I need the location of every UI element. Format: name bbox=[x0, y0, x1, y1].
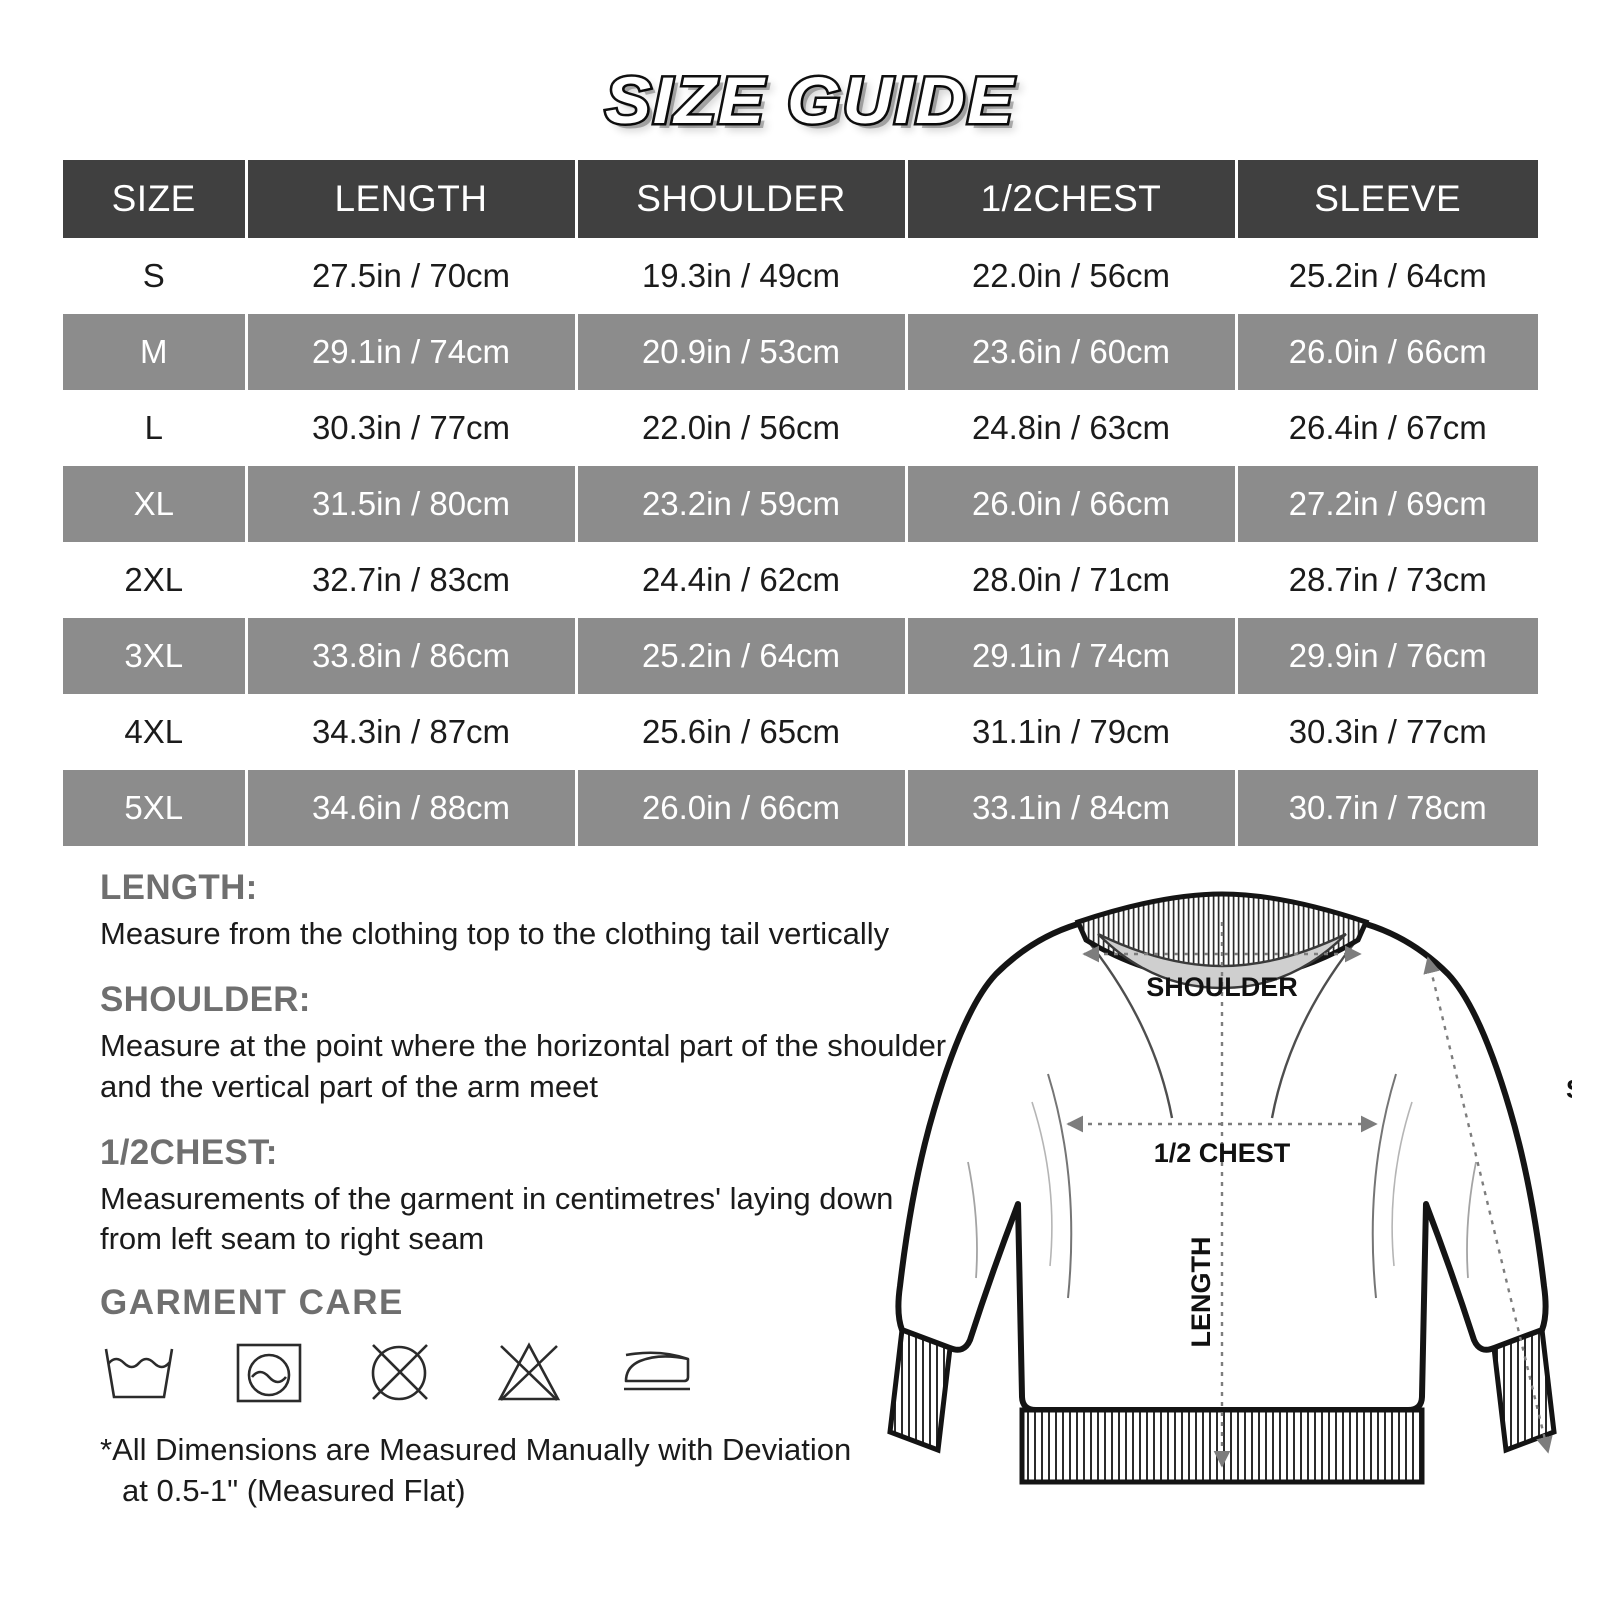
cell-length: 31.5in / 80cm bbox=[246, 466, 578, 542]
cell-size: S bbox=[63, 238, 248, 314]
cell-shoulder: 25.6in / 65cm bbox=[576, 694, 908, 770]
table-row: 4XL 34.3in / 87cm 25.6in / 65cm 31.1in /… bbox=[63, 694, 1538, 770]
table-header-row: SIZE LENGTH SHOULDER 1/2CHEST SLEEVE bbox=[63, 160, 1538, 238]
sleeve-dimension-line bbox=[1423, 956, 1553, 1454]
cell-shoulder: 24.4in / 62cm bbox=[576, 542, 908, 618]
cell-chest: 31.1in / 79cm bbox=[906, 694, 1238, 770]
instruction-body-shoulder: Measure at the point where the horizonta… bbox=[100, 1028, 947, 1104]
cell-size: L bbox=[63, 390, 248, 466]
instruction-body-length: Measure from the clothing top to the clo… bbox=[100, 916, 890, 951]
cell-size: M bbox=[63, 314, 248, 390]
column-header-chest: 1/2CHEST bbox=[906, 160, 1238, 238]
cell-sleeve: 29.9in / 76cm bbox=[1236, 618, 1538, 694]
table-row: S 27.5in / 70cm 19.3in / 49cm 22.0in / 5… bbox=[63, 238, 1538, 314]
garment-care-icon-row bbox=[100, 1337, 960, 1405]
instruction-heading-shoulder: SHOULDER: bbox=[100, 980, 311, 1020]
chest-label: 1/2 CHEST bbox=[1154, 1138, 1291, 1168]
cell-sleeve: 26.0in / 66cm bbox=[1236, 314, 1538, 390]
cell-chest: 26.0in / 66cm bbox=[906, 466, 1238, 542]
measurement-disclaimer: *All Dimensions are Measured Manually wi… bbox=[100, 1430, 980, 1512]
cell-chest: 24.8in / 63cm bbox=[906, 390, 1238, 466]
dimension-lines bbox=[1066, 922, 1553, 1468]
table-row: 5XL 34.6in / 88cm 26.0in / 66cm 33.1in /… bbox=[63, 770, 1538, 846]
cell-length: 34.6in / 88cm bbox=[246, 770, 578, 846]
page-title: SIZE GUIDE bbox=[602, 61, 1015, 140]
cell-length: 33.8in / 86cm bbox=[246, 618, 578, 694]
cell-chest: 28.0in / 71cm bbox=[906, 542, 1238, 618]
cell-length: 27.5in / 70cm bbox=[246, 238, 578, 314]
length-label: LENGTH bbox=[1186, 1237, 1216, 1348]
shoulder-label: SHOULDER bbox=[1146, 972, 1298, 1002]
cell-shoulder: 26.0in / 66cm bbox=[576, 770, 908, 846]
title-banner: SIZE GUIDE bbox=[0, 61, 1620, 140]
cell-shoulder: 23.2in / 59cm bbox=[576, 466, 908, 542]
table-row: 3XL 33.8in / 86cm 25.2in / 64cm 29.1in /… bbox=[63, 618, 1538, 694]
cell-sleeve: 30.3in / 77cm bbox=[1236, 694, 1538, 770]
cell-chest: 22.0in / 56cm bbox=[906, 238, 1238, 314]
cell-sleeve: 27.2in / 69cm bbox=[1236, 466, 1538, 542]
disclaimer-line-1: *All Dimensions are Measured Manually wi… bbox=[100, 1432, 852, 1467]
size-chart-table: SIZE LENGTH SHOULDER 1/2CHEST SLEEVE S 2… bbox=[63, 160, 1538, 846]
measurement-instructions: LENGTH: Measure from the clothing top to… bbox=[100, 868, 960, 1405]
cell-sleeve: 28.7in / 73cm bbox=[1236, 542, 1538, 618]
do-not-dry-clean-icon bbox=[497, 1342, 561, 1402]
instruction-body-chest: Measurements of the garment in centimetr… bbox=[100, 1180, 894, 1257]
column-header-length: LENGTH bbox=[246, 160, 578, 238]
cuff-ribbing-right bbox=[1491, 1326, 1557, 1454]
cell-length: 34.3in / 87cm bbox=[246, 694, 578, 770]
sleeve-label: SLEEVE bbox=[1566, 1074, 1572, 1104]
instruction-heading-chest: 1/2CHEST: bbox=[100, 1132, 278, 1172]
cuff-ribbing-left bbox=[887, 1326, 953, 1454]
table-row: XL 31.5in / 80cm 23.2in / 59cm 26.0in / … bbox=[63, 466, 1538, 542]
cell-chest: 29.1in / 74cm bbox=[906, 618, 1238, 694]
hand-wash-tub-icon bbox=[104, 1349, 174, 1399]
cell-sleeve: 25.2in / 64cm bbox=[1236, 238, 1538, 314]
cell-size: XL bbox=[63, 466, 248, 542]
sweatshirt-illustration: SHOULDER 1/2 CHEST LENGTH SLEEVE bbox=[887, 891, 1572, 1485]
cell-length: 32.7in / 83cm bbox=[246, 542, 578, 618]
cell-shoulder: 25.2in / 64cm bbox=[576, 618, 908, 694]
column-header-sleeve: SLEEVE bbox=[1236, 160, 1538, 238]
cell-sleeve: 26.4in / 67cm bbox=[1236, 390, 1538, 466]
cell-size: 3XL bbox=[63, 618, 248, 694]
cell-size: 4XL bbox=[63, 694, 248, 770]
cell-size: 5XL bbox=[63, 770, 248, 846]
cell-shoulder: 22.0in / 56cm bbox=[576, 390, 908, 466]
do-not-bleach-icon bbox=[371, 1344, 428, 1401]
table-row: L 30.3in / 77cm 22.0in / 56cm 24.8in / 6… bbox=[63, 390, 1538, 466]
cell-shoulder: 20.9in / 53cm bbox=[576, 314, 908, 390]
cell-length: 29.1in / 74cm bbox=[246, 314, 578, 390]
tumble-dry-icon bbox=[236, 1344, 302, 1403]
cell-shoulder: 19.3in / 49cm bbox=[576, 238, 908, 314]
column-header-size: SIZE bbox=[63, 160, 248, 238]
cell-size: 2XL bbox=[63, 542, 248, 618]
table-row: M 29.1in / 74cm 20.9in / 53cm 23.6in / 6… bbox=[63, 314, 1538, 390]
cell-length: 30.3in / 77cm bbox=[246, 390, 578, 466]
iron-icon bbox=[624, 1351, 690, 1391]
cell-chest: 33.1in / 84cm bbox=[906, 770, 1238, 846]
table-row: 2XL 32.7in / 83cm 24.4in / 62cm 28.0in /… bbox=[63, 542, 1538, 618]
column-header-shoulder: SHOULDER bbox=[576, 160, 908, 238]
instruction-heading-length: LENGTH: bbox=[100, 868, 258, 907]
cell-chest: 23.6in / 60cm bbox=[906, 314, 1238, 390]
sweatshirt-diagram: SHOULDER 1/2 CHEST LENGTH SLEEVE bbox=[872, 862, 1572, 1562]
garment-care-heading: GARMENT CARE bbox=[100, 1283, 404, 1323]
cell-sleeve: 30.7in / 78cm bbox=[1236, 770, 1538, 846]
disclaimer-line-2: at 0.5-1" (Measured Flat) bbox=[122, 1472, 466, 1508]
